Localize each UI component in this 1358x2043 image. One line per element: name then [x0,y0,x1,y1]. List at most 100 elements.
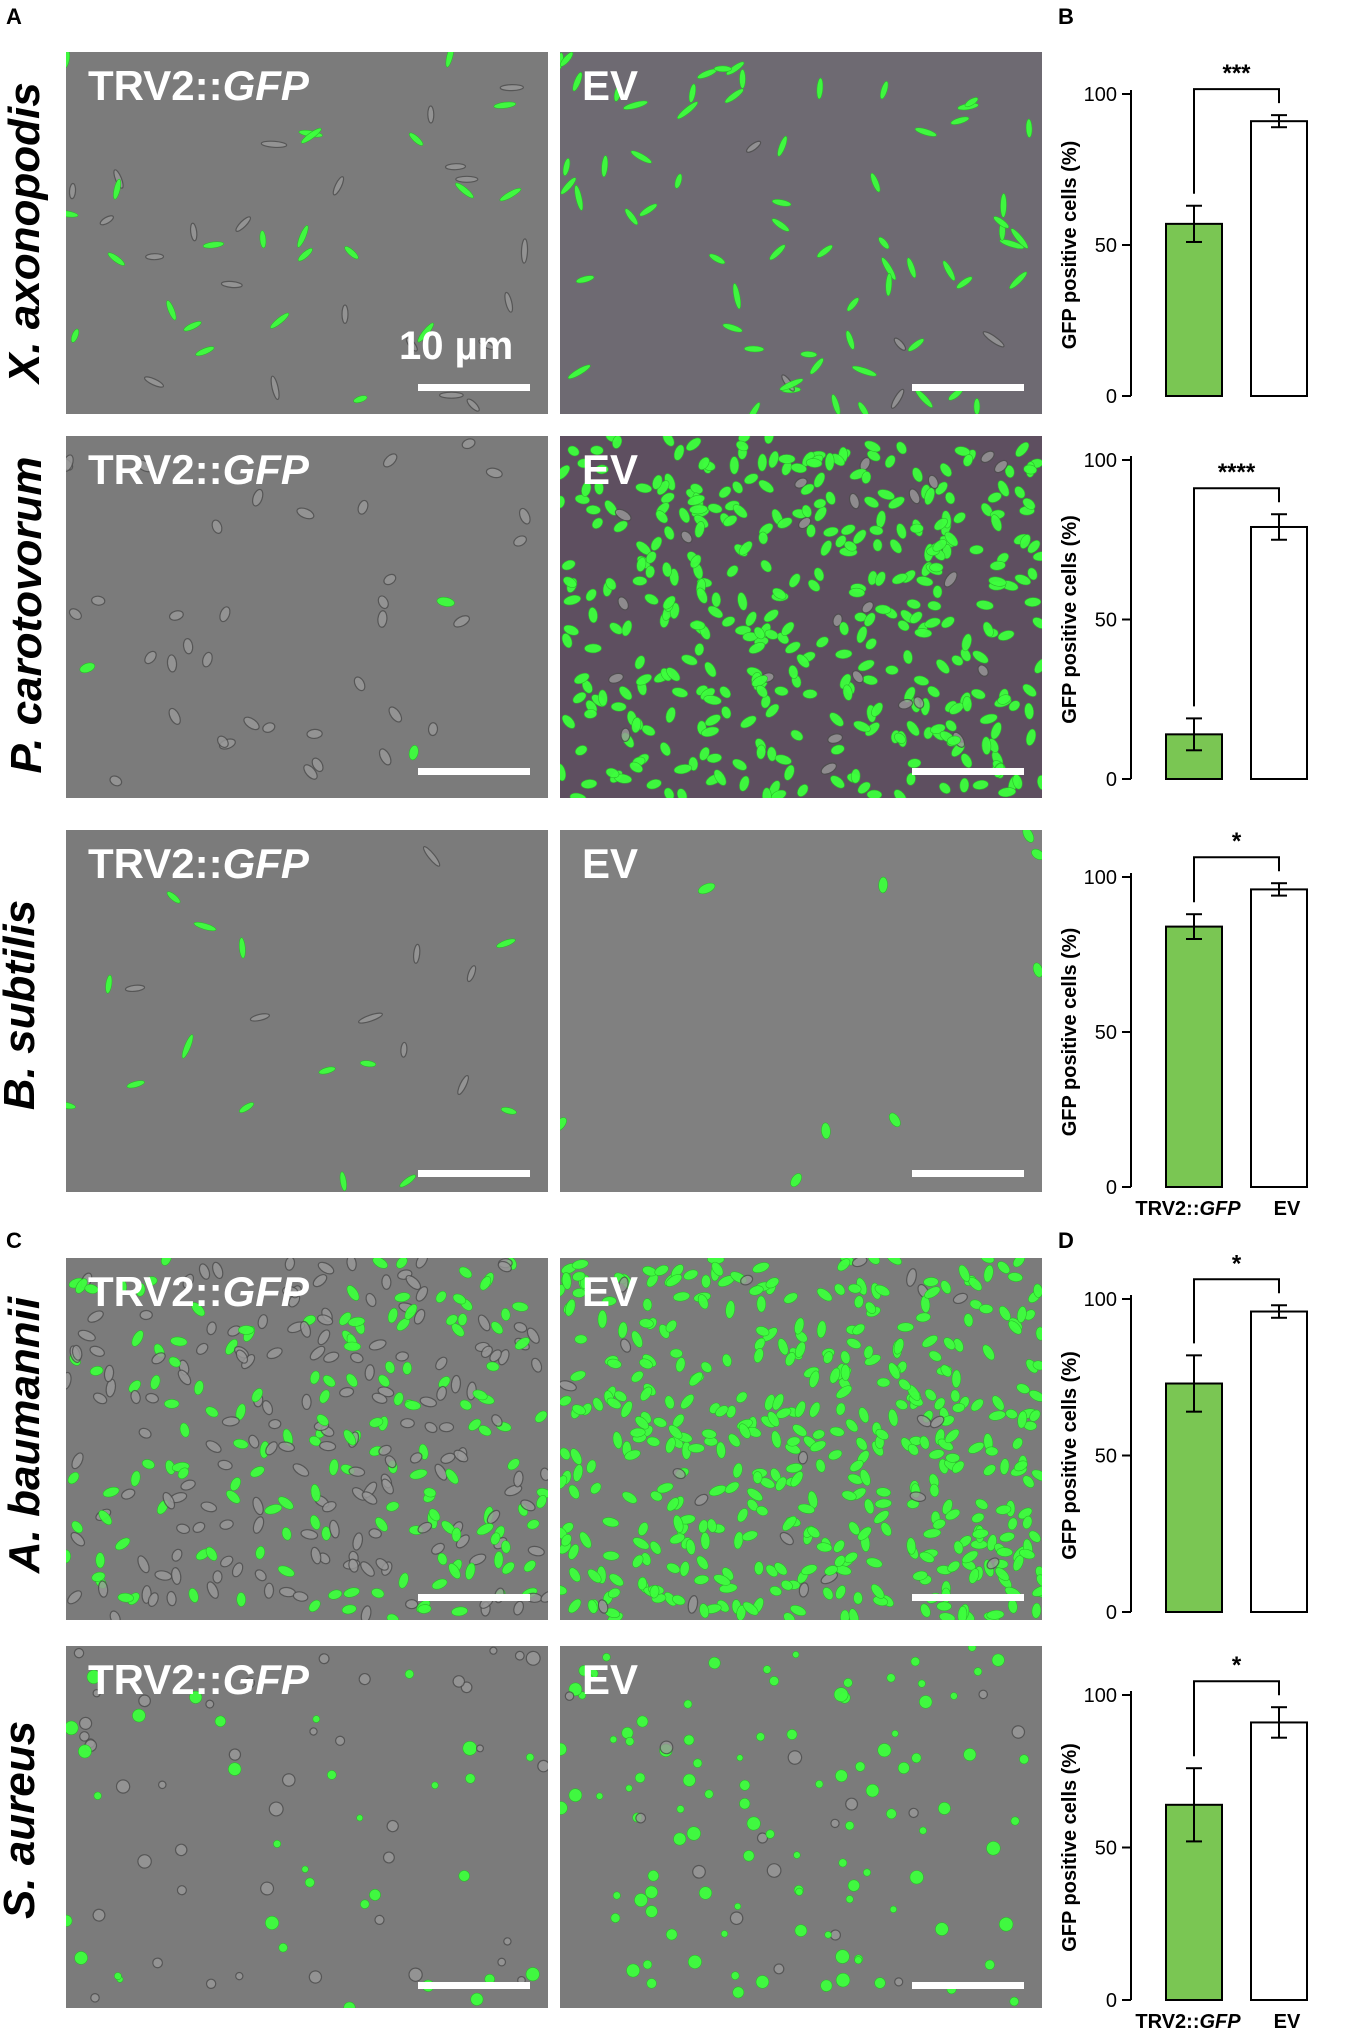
bacterial-cell [874,1284,891,1297]
bacterial-cell [874,604,892,615]
bacterial-cell [536,1495,547,1509]
bacterial-cell [647,1870,659,1882]
bacterial-cell [520,238,529,264]
bacterial-cell [91,595,106,606]
bacterial-cell [698,457,710,470]
bacterial-cell [66,1720,79,1736]
bacterial-cell [212,1570,223,1584]
bacterial-cell [654,1264,669,1276]
bacterial-cell [1025,118,1033,138]
bacterial-cell [1009,271,1028,290]
bacterial-cell [936,1601,952,1612]
bacterial-cell [501,1561,515,1575]
bacterial-cell [352,1532,364,1551]
bacterial-cell [959,777,970,793]
bacterial-cell [703,695,722,705]
bacterial-cell [618,1276,629,1293]
bacterial-cell [281,1527,292,1541]
bacterial-cell [378,748,392,766]
bacterial-cell [854,1295,864,1309]
bacterial-cell [70,1531,86,1547]
bacterial-cell [610,701,627,712]
bacterial-cell [986,1841,1001,1856]
bacterial-cell [580,779,598,789]
y-tick-label: 50 [1095,1022,1117,1044]
bacterial-cell [897,620,910,632]
bacterial-cell [179,1422,190,1438]
bacterial-cell [292,1591,309,1602]
bacterial-cell [906,1537,917,1555]
bacterial-cell [1011,1725,1026,1739]
bacterial-cell [205,1978,217,1989]
bacterial-cell [829,712,844,727]
bacterial-cell [781,621,795,636]
bacterial-cell [480,1345,493,1359]
bacterial-cell [683,1269,699,1281]
scale-bar [418,384,530,391]
micrograph-treatment: TRV2::GFP 10 µm [66,52,548,414]
bacterial-cell [699,1603,710,1619]
bacterial-cell [579,1531,592,1549]
bacterial-cell [235,1349,249,1364]
bacterial-cell [243,716,260,731]
control-label: EV [582,446,639,493]
bacterial-cell [730,1971,740,1981]
bacterial-cell [830,744,845,755]
bacterial-cell [265,1441,278,1456]
bacterial-cell [893,789,907,798]
bacterial-cell [728,1433,741,1448]
bacterial-cell [423,1487,437,1498]
bacterial-cell [646,1978,657,1989]
bacterial-cell [596,1792,604,1800]
bacterial-cell [769,244,786,261]
bacterial-cell [756,1505,769,1516]
bacterial-cell [820,762,837,775]
bacterial-cell [997,630,1015,641]
bacterial-cell [675,1357,686,1373]
scale-bar [418,1594,530,1601]
bacterial-cell [598,689,608,707]
bacterial-cell [951,1369,962,1388]
bacterial-cell [301,1865,309,1873]
bacterial-cell [885,665,899,675]
bacterial-cell [620,1338,632,1353]
bacterial-cell [842,684,853,701]
y-tick-label: 0 [1106,769,1117,791]
bacterial-cell [312,1273,328,1288]
bacterial-cell [66,454,74,472]
bacterial-cell [719,686,731,699]
bacterial-cell [382,453,398,468]
y-axis-label: GFP positive cells (%) [1059,1743,1081,1952]
bacterial-cell [182,1273,195,1289]
bacterial-cell [262,722,276,733]
bacterial-cell [849,1459,864,1472]
bacterial-cell [1017,1410,1028,1429]
bacterial-cell [408,745,419,761]
bacterial-cell [405,337,418,352]
bacterial-cell [573,672,590,685]
bacterial-cell [632,576,648,586]
bacterial-cell [700,1361,713,1373]
bacterial-cell [605,577,617,591]
bacterial-cell [872,538,883,552]
bacterial-cell [659,742,671,757]
bacterial-cell [829,1426,845,1437]
bacterial-cell [999,239,1025,250]
bacterial-cell [513,1322,528,1333]
bacterial-cell [328,1589,343,1600]
bacterial-cell [299,1320,312,1338]
bacterial-cell [986,1557,1000,1570]
bacterial-cell [310,1546,322,1565]
bacterial-cell [854,1956,863,1965]
bacterial-cell [687,1595,699,1614]
bacterial-cell [666,667,681,682]
bacterial-cell [424,1421,438,1434]
significance-bracket [1193,1278,1280,1344]
bacterial-cell [635,483,653,494]
bacterial-cell [95,1552,106,1569]
bacterial-cell [270,312,290,329]
bacterial-cell [859,1469,871,1487]
bacterial-cell [708,253,726,265]
bacterial-cell [409,1469,428,1480]
bacterial-cell [915,1312,931,1323]
